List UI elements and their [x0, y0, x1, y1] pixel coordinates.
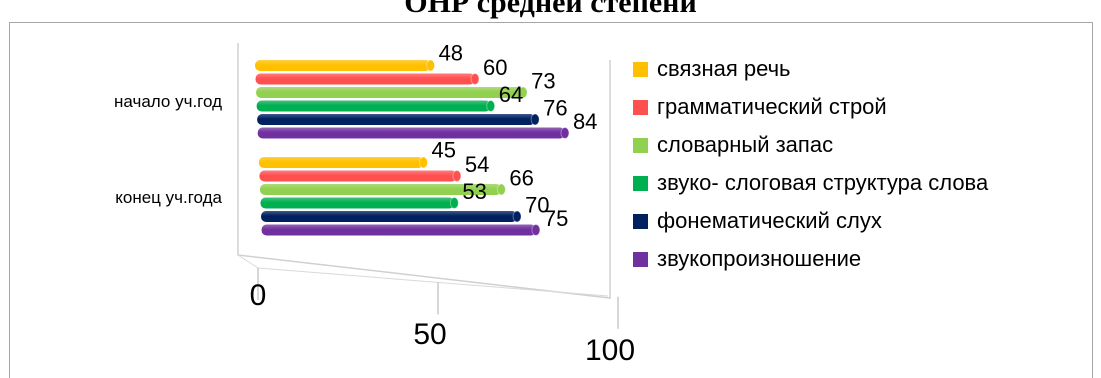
legend-swatch: [633, 100, 648, 115]
bar-0-2: [256, 87, 524, 98]
bar-0-1: [255, 73, 475, 85]
legend-label: фонематический слух: [657, 208, 882, 233]
bar-cap: [452, 170, 462, 182]
data-label: 60: [483, 55, 507, 80]
bar-1-2: [259, 184, 502, 195]
bar-0-5: [257, 127, 565, 139]
data-label: 70: [525, 193, 549, 218]
data-label: 54: [465, 152, 489, 177]
bar-cap: [486, 100, 496, 112]
category-label: конец уч.года: [115, 188, 222, 207]
legend-label: звуко- слоговая структура слова: [657, 170, 989, 195]
legend-swatch: [633, 214, 648, 229]
data-label: 53: [462, 179, 486, 204]
bar-1-0: [258, 157, 424, 168]
x-tick-label: 100: [585, 334, 635, 367]
bar-cap: [530, 113, 540, 126]
bar-1-5: [261, 224, 536, 236]
bar-cap: [560, 127, 570, 139]
data-label: 75: [544, 206, 568, 231]
bar-cap: [512, 210, 522, 223]
x-tick-label: 0: [250, 279, 267, 312]
legend-swatch: [633, 176, 648, 191]
bar-0-4: [257, 114, 536, 125]
chart-frame: [9, 22, 1093, 378]
bar-cap: [496, 183, 506, 196]
category-label: начало уч.год: [114, 92, 222, 111]
data-label: 76: [543, 96, 567, 121]
data-label: 73: [531, 69, 555, 94]
chart-title: ОНР средней степени: [404, 0, 697, 19]
bar-cap: [531, 224, 541, 236]
bar-1-3: [260, 197, 455, 209]
bar-cap: [418, 156, 428, 169]
bar-0-0: [255, 60, 431, 71]
bar-cap: [518, 86, 528, 99]
bar-0-3: [256, 100, 491, 112]
legend-label: звукопроизношение: [657, 246, 861, 271]
bar-1-1: [259, 170, 457, 182]
data-label: 64: [499, 82, 523, 107]
data-label: 84: [573, 109, 597, 134]
bar-cap: [449, 197, 459, 209]
legend-label: грамматический строй: [657, 94, 887, 119]
x-tick-label: 50: [413, 318, 446, 351]
data-label: 48: [439, 41, 463, 66]
legend-label: связная речь: [657, 56, 791, 81]
bar-1-4: [261, 211, 518, 222]
bar-cap: [426, 59, 436, 72]
legend-label: словарный запас: [657, 132, 833, 157]
plot-back-wall: [237, 43, 611, 299]
data-label: 66: [509, 166, 533, 191]
bar-cap: [470, 73, 480, 85]
legend-swatch: [633, 62, 648, 77]
legend-swatch: [633, 252, 648, 267]
data-label: 45: [431, 138, 455, 163]
legend-swatch: [633, 138, 648, 153]
